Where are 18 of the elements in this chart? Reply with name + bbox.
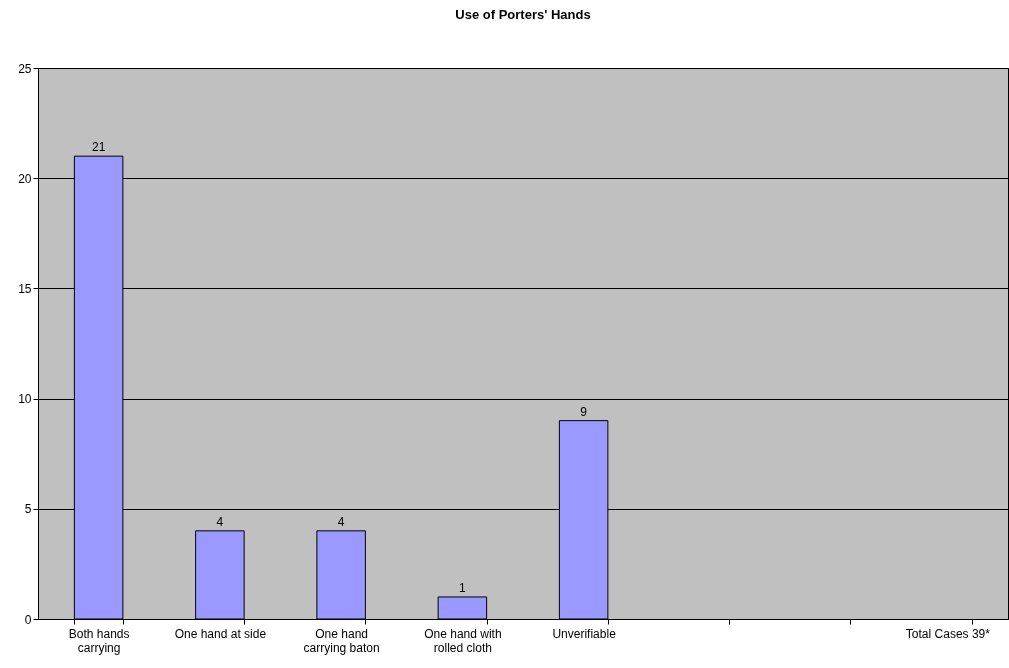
data-label: 21 <box>91 140 106 155</box>
y-tick-label: 10 <box>18 392 32 407</box>
chart-title: Use of Porters' Hands <box>455 7 591 22</box>
y-tick-label: 15 <box>18 281 32 296</box>
x-tick-label: Unverifiable <box>552 626 617 641</box>
data-label: 9 <box>580 404 588 419</box>
y-tick-label: 5 <box>24 502 32 517</box>
y-tick-label: 0 <box>24 612 32 627</box>
y-tick-label: 25 <box>18 61 32 76</box>
x-tick-label: One hand with rolled cloth <box>424 626 502 655</box>
x-tick-label: One hand at side <box>174 626 267 641</box>
x-tick-label: Both hands carrying <box>68 626 130 655</box>
x-tick-label: Total Cases 39* <box>905 626 991 641</box>
data-label: 1 <box>459 580 467 595</box>
x-tick-label: One hand carrying baton <box>303 626 380 655</box>
y-tick-label: 20 <box>18 171 32 186</box>
data-label: 4 <box>337 514 345 529</box>
data-label: 4 <box>216 514 224 529</box>
